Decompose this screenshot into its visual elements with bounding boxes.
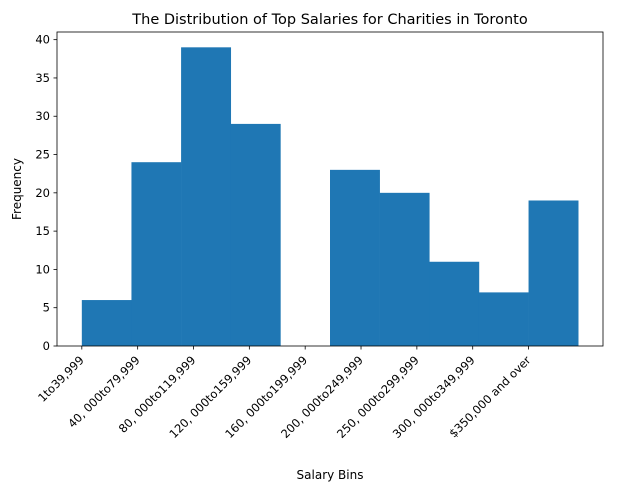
y-tick-label-10: 10: [35, 262, 50, 276]
y-tick-label-5: 5: [43, 301, 50, 315]
bars-group: [81, 47, 579, 347]
y-tick-label-20: 20: [35, 186, 50, 200]
y-axis: 0 5 10 15 20 25 30 35 40: [35, 33, 57, 353]
y-tick-label-25: 25: [35, 148, 50, 162]
histogram-bar-2: [181, 47, 232, 346]
y-tick-label-40: 40: [35, 33, 50, 47]
histogram-bar-8: [478, 292, 529, 346]
y-axis-label: Frequency: [10, 158, 24, 220]
histogram-bar-6: [379, 192, 430, 346]
histogram-bar-0: [81, 300, 132, 346]
y-tick-label-15: 15: [35, 224, 50, 238]
histogram-bar-1: [131, 162, 182, 346]
y-tick-label-30: 30: [35, 109, 50, 123]
y-tick-label-0: 0: [43, 339, 50, 353]
histogram-bar-7: [429, 261, 480, 346]
histogram-bar-9: [528, 200, 579, 346]
x-axis-label: Salary Bins: [297, 468, 364, 482]
histogram-bar-3: [230, 123, 281, 347]
chart-title: The Distribution of Top Salaries for Cha…: [131, 12, 528, 28]
y-tick-label-35: 35: [35, 71, 50, 85]
plot-frame: [56, 31, 604, 347]
histogram-bar-5: [330, 169, 380, 346]
